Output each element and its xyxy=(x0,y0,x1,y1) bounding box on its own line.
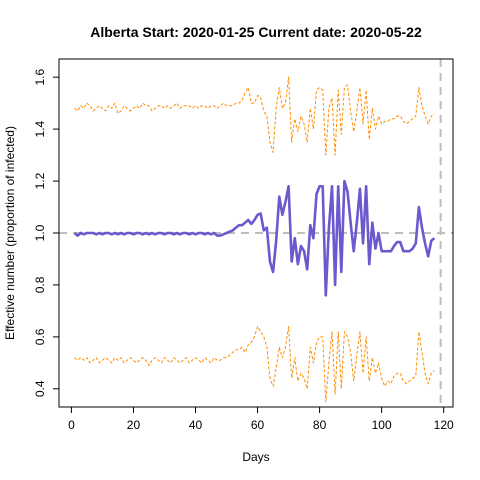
x-tick-label: 20 xyxy=(127,418,141,432)
x-tick-label: 80 xyxy=(313,418,327,432)
y-axis: 0.4 0.6 0.8 1.0 1.2 1.4 1.6 xyxy=(33,69,59,397)
y-tick-label: 0.8 xyxy=(33,276,47,293)
series-line-lower-bound xyxy=(74,325,435,403)
x-tick-label: 60 xyxy=(251,418,265,432)
series-line-upper-bound xyxy=(74,76,435,156)
x-tick-label: 0 xyxy=(68,418,75,432)
x-tick-label: 100 xyxy=(372,418,392,432)
plot-area xyxy=(59,59,453,407)
x-axis-label: Days xyxy=(242,450,269,464)
y-axis-label: Effective number (proportion of infected… xyxy=(3,126,17,340)
x-axis: 0 20 40 60 80 100 120 xyxy=(68,407,454,432)
y-tick-label: 0.6 xyxy=(33,328,47,345)
y-tick-label: 1.2 xyxy=(33,172,47,189)
y-tick-label: 1.4 xyxy=(33,120,47,137)
y-tick-label: 1.6 xyxy=(33,69,47,86)
chart-title: Alberta Start: 2020-01-25 Current date: … xyxy=(90,24,422,40)
y-tick-label: 0.4 xyxy=(33,380,47,397)
series-line-estimate xyxy=(73,179,436,297)
x-tick-label: 40 xyxy=(189,418,203,432)
y-tick-label: 1.0 xyxy=(33,224,47,241)
x-tick-label: 120 xyxy=(434,418,454,432)
